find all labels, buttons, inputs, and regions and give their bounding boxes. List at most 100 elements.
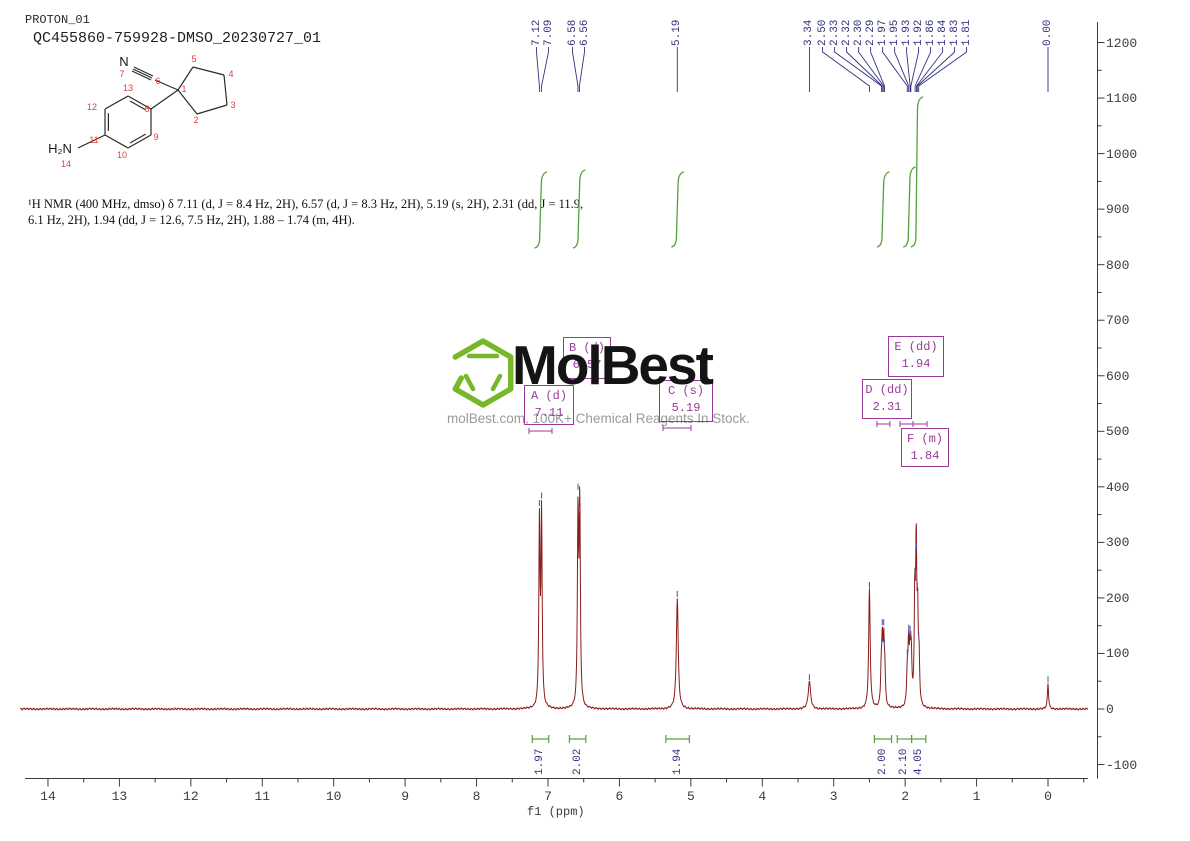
svg-text:3: 3	[230, 100, 235, 110]
peak-pick-label: 1.83	[948, 19, 961, 46]
multiplet-box-A: A (d) 7.11	[524, 385, 574, 425]
peak-pick-connector	[572, 47, 579, 92]
x-tick-label: 6	[615, 789, 624, 804]
y-tick-label: 800	[1106, 257, 1130, 273]
integral-bracket	[531, 735, 550, 743]
sample-title: QC455860-759928-DMSO_20230727_01	[33, 30, 322, 47]
peak-pick-label: 6.58	[566, 19, 579, 46]
peak-pick-connector	[906, 47, 911, 92]
multiplet-shift: 1.84	[910, 449, 940, 463]
multiplet-label: D (dd)	[865, 383, 909, 397]
molbest-logo-icon	[452, 338, 514, 408]
multiplet-shift: 2.31	[872, 400, 902, 414]
y-tick-label: 1200	[1106, 35, 1138, 51]
nmr-assignment-text: ¹H NMR (400 MHz, dmso) δ 7.11 (d, J = 8.…	[28, 197, 584, 227]
integral-bracket	[896, 735, 913, 743]
peak-pick-label: 1.97	[876, 19, 889, 46]
y-tick-label: 400	[1106, 479, 1130, 495]
integral-bracket	[873, 735, 893, 743]
peak-pick-label: 1.92	[912, 19, 925, 46]
peak-pick-connector	[882, 47, 908, 92]
multiplet-label: E (dd)	[894, 340, 938, 354]
x-tick-label: 2	[901, 789, 910, 804]
integral-bracket	[568, 735, 587, 743]
multiplet-shift: 1.94	[901, 357, 931, 371]
integral-value-label: 1.97	[534, 748, 547, 775]
x-tick-label: 4	[758, 789, 767, 804]
y-tick-label: 600	[1106, 368, 1130, 384]
y-tick-label: 0	[1106, 702, 1114, 717]
integral-curve	[671, 171, 684, 248]
multiplet-label: F (m)	[906, 432, 943, 446]
multiplet-label: B (d)	[568, 341, 605, 355]
watermark-brand: MolBest	[512, 334, 714, 396]
svg-text:6: 6	[155, 76, 160, 86]
y-tick-label: 500	[1106, 424, 1130, 440]
peak-pick-label: 1.93	[900, 19, 913, 46]
integral-bracket	[910, 735, 927, 743]
svg-text:4: 4	[228, 69, 233, 79]
integral-value-label: 1.94	[671, 748, 684, 775]
multiplet-shift: 6.57	[572, 358, 602, 372]
multiplet-label: A (d)	[530, 389, 567, 403]
x-tick-label: 1	[972, 789, 981, 804]
x-tick-label: 10	[325, 789, 342, 804]
peak-pick-connector	[916, 47, 944, 92]
multiplet-box-F: F (m) 1.84	[901, 428, 949, 467]
x-tick-label: 14	[40, 789, 56, 804]
molecule-structure: N7 6 1 5 4 3 2 13 8 12 9 11 10 H₂N 14	[48, 54, 235, 169]
x-tick-label: 12	[183, 789, 199, 804]
x-tick-label: 3	[829, 789, 838, 804]
multiplet-box-B: B (d) 6.57	[563, 337, 611, 379]
peak-pick-label: 6.56	[578, 19, 591, 46]
y-tick-label: 900	[1106, 202, 1130, 218]
peak-pick-connector	[870, 47, 885, 92]
y-tick-label: 100	[1106, 646, 1130, 662]
y-tick-label: 1000	[1106, 146, 1138, 162]
peak-pick-label: 7.09	[542, 19, 555, 46]
multiplet-range-bracket	[876, 421, 891, 427]
peak-pick-connector	[578, 47, 585, 92]
svg-text:10: 10	[117, 150, 127, 160]
peak-pick-connector	[916, 47, 956, 92]
experiment-name: PROTON_01	[25, 13, 90, 27]
peak-pick-label: 2.29	[864, 19, 877, 46]
integral-value-label: 4.05	[912, 748, 925, 775]
peak-pick-label: 2.50	[816, 19, 829, 46]
peak-pick-connector	[536, 47, 540, 92]
peak-pick-label: 2.32	[840, 19, 853, 46]
peak-pick-label: 1.86	[924, 19, 937, 46]
svg-text:14: 14	[61, 159, 71, 169]
svg-text:1: 1	[181, 84, 186, 94]
multiplet-box-E: E (dd) 1.94	[888, 336, 944, 377]
multiplet-box-D: D (dd) 2.31	[862, 379, 912, 419]
integral-value-label: 2.02	[571, 748, 584, 775]
integral-value-label: 2.10	[898, 748, 911, 775]
watermark-tagline: molBest.com, 100K+ Chemical Reagents In …	[447, 411, 750, 426]
peak-pick-connector	[846, 47, 883, 92]
x-tick-label: 0	[1044, 789, 1052, 804]
peak-pick-label: 5.19	[671, 19, 684, 46]
integral-curve	[902, 166, 916, 248]
multiplet-shift: 5.19	[671, 401, 701, 415]
x-tick-label: 5	[686, 789, 695, 804]
peak-pick-label: 7.12	[530, 19, 543, 46]
svg-text:13: 13	[123, 83, 133, 93]
peak-pick-label: 0.00	[1042, 19, 1054, 46]
svg-text:5: 5	[191, 54, 196, 64]
svg-text:12: 12	[87, 102, 97, 112]
multiplet-range-bracket	[899, 421, 914, 427]
peak-pick-connector	[918, 47, 968, 92]
peak-pick-connector	[914, 47, 932, 92]
y-tick-label: 200	[1106, 590, 1130, 606]
x-tick-label: 8	[472, 789, 481, 804]
integral-bracket	[665, 735, 691, 743]
integral-value-label: 2.00	[876, 748, 889, 775]
y-tick-label: 700	[1106, 313, 1130, 329]
peak-pick-label: 1.81	[960, 19, 973, 46]
peak-pick-label: 2.30	[852, 19, 865, 46]
peak-pick-connector	[834, 47, 883, 92]
peak-pick-label: 3.34	[803, 19, 816, 46]
multiplet-box-C: C (s) 5.19	[659, 380, 713, 422]
